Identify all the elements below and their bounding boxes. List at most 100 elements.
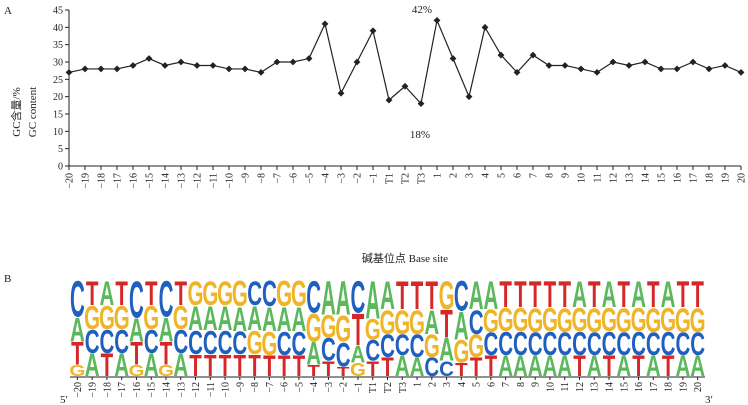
logo-tick-label: 10 <box>545 382 556 392</box>
logo-letter-a: A <box>469 272 484 317</box>
logo-letter-a: A <box>100 275 115 314</box>
data-point <box>321 20 329 28</box>
logo-letter-a: A <box>528 351 543 383</box>
x-tick-label: −4 <box>321 173 332 184</box>
three-prime-label: 3′ <box>705 394 713 405</box>
logo-letter-g: G <box>276 274 292 315</box>
logo-letter-a: A <box>203 299 218 338</box>
logo-letter-g: G <box>512 301 528 338</box>
logo-letter-g: G <box>424 328 440 364</box>
logo-letter-g: G <box>645 301 661 340</box>
logo-letter-t: T <box>514 275 527 316</box>
logo-letter-a: A <box>159 311 174 350</box>
x-tick-label: 2 <box>449 173 460 178</box>
logo-letter-a: A <box>410 352 425 382</box>
x-tick-label: T2 <box>401 173 412 184</box>
logo-letter-c: C <box>129 271 144 329</box>
y-tick-label: 40 <box>53 23 63 34</box>
logo-letter-g: G <box>527 301 543 340</box>
logo-letter-t: T <box>426 272 439 317</box>
x-tick-label: 18 <box>705 173 716 183</box>
panel-b-axis: −20 −19 −18 −17 −16 −15 −14 −13 −12 −11 −10 −9 −8 −7−… <box>70 376 705 398</box>
min-annotation: 18% <box>410 129 430 141</box>
logo-letter-t: T <box>455 360 468 381</box>
logo-letter-c: C <box>631 325 646 362</box>
logo-letter-c: C <box>410 328 425 364</box>
logo-letter-t: T <box>677 275 690 316</box>
logo-letter-a: A <box>306 336 321 372</box>
logo-tick-label: 8 <box>516 382 527 387</box>
x-tick-label: −16 <box>129 173 140 189</box>
logo-tick-label: 13 <box>590 382 601 392</box>
data-point <box>577 65 585 73</box>
x-tick-label: 16 <box>673 173 684 183</box>
logo-letter-g: G <box>173 299 189 336</box>
data-point <box>401 82 409 90</box>
logo-tick-label: −5 <box>294 382 305 393</box>
data-point <box>193 62 201 69</box>
x-tick-label: 12 <box>609 173 620 183</box>
data-point <box>129 62 137 69</box>
x-tick-label: −12 <box>193 173 204 189</box>
logo-letter-c: C <box>513 325 528 362</box>
x-tick-label: −6 <box>289 173 300 184</box>
logo-letter-c: C <box>424 352 439 382</box>
x-tick-label: −18 <box>97 173 108 189</box>
logo-letter-t: T <box>278 351 291 383</box>
logo-letter-a: A <box>70 311 85 350</box>
logo-letter-a: A <box>483 272 498 317</box>
logo-letter-c: C <box>572 325 587 362</box>
logo-letter-c: C <box>528 326 543 362</box>
logo-letter-c: C <box>395 329 410 361</box>
logo-letter-g: G <box>217 275 233 314</box>
logo-letter-c: C <box>439 358 454 381</box>
data-point <box>209 62 217 69</box>
logo-letter-a: A <box>498 351 513 383</box>
logo-letter-c: C <box>85 323 100 360</box>
logo-letter-c: C <box>675 326 690 362</box>
logo-letter-t: T <box>662 351 675 383</box>
logo-letter-g: G <box>557 301 573 340</box>
logo-tick-label: 1 <box>413 382 424 387</box>
logo-letter-a: A <box>218 299 233 338</box>
logo-tick-label: 5 <box>472 382 483 387</box>
logo-tick-label: 4 <box>457 382 468 387</box>
logo-letter-c: C <box>159 272 174 328</box>
logo-letter-a: A <box>173 347 188 383</box>
logo-tick-label: T2 <box>383 382 394 393</box>
logo-letter-c: C <box>690 326 705 362</box>
logo-letter-g: G <box>394 303 410 342</box>
data-point <box>433 17 441 24</box>
logo-tick-label: 16 <box>634 382 645 392</box>
data-point <box>625 62 633 69</box>
x-tick-label: 3 <box>465 173 476 178</box>
logo-letter-c: C <box>557 326 572 362</box>
data-point <box>561 62 569 69</box>
data-point <box>97 65 105 73</box>
logo-tick-label: −2 <box>339 382 350 393</box>
logo-letter-a: A <box>336 272 351 325</box>
logo-letter-g: G <box>483 303 499 339</box>
data-point <box>113 65 121 73</box>
x-tick-label: −20 <box>65 173 76 189</box>
logo-letter-c: C <box>100 323 115 360</box>
logo-letter-c: C <box>543 325 558 362</box>
logo-letter-g: G <box>143 299 159 336</box>
logo-letter-a: A <box>631 275 646 316</box>
y-tick-label: 0 <box>58 162 63 173</box>
sequence-logo: GTACACGTTCGAACGTGTACACGTGTACACGTTCAGTCAG… <box>69 270 705 384</box>
logo-letter-c: C <box>306 273 321 323</box>
logo-letter-a: A <box>616 351 631 383</box>
x-tick-label: 1 <box>433 173 444 178</box>
logo-tick-label: 6 <box>486 382 497 387</box>
logo-letter-c: C <box>70 272 85 328</box>
logo-letter-g: G <box>99 299 115 336</box>
logo-tick-label: −7 <box>265 382 276 393</box>
logo-letter-c: C <box>469 303 484 342</box>
logo-letter-g: G <box>335 309 351 350</box>
logo-letter-g: G <box>453 334 469 370</box>
logo-letter-t: T <box>573 351 586 383</box>
data-point <box>241 65 249 73</box>
